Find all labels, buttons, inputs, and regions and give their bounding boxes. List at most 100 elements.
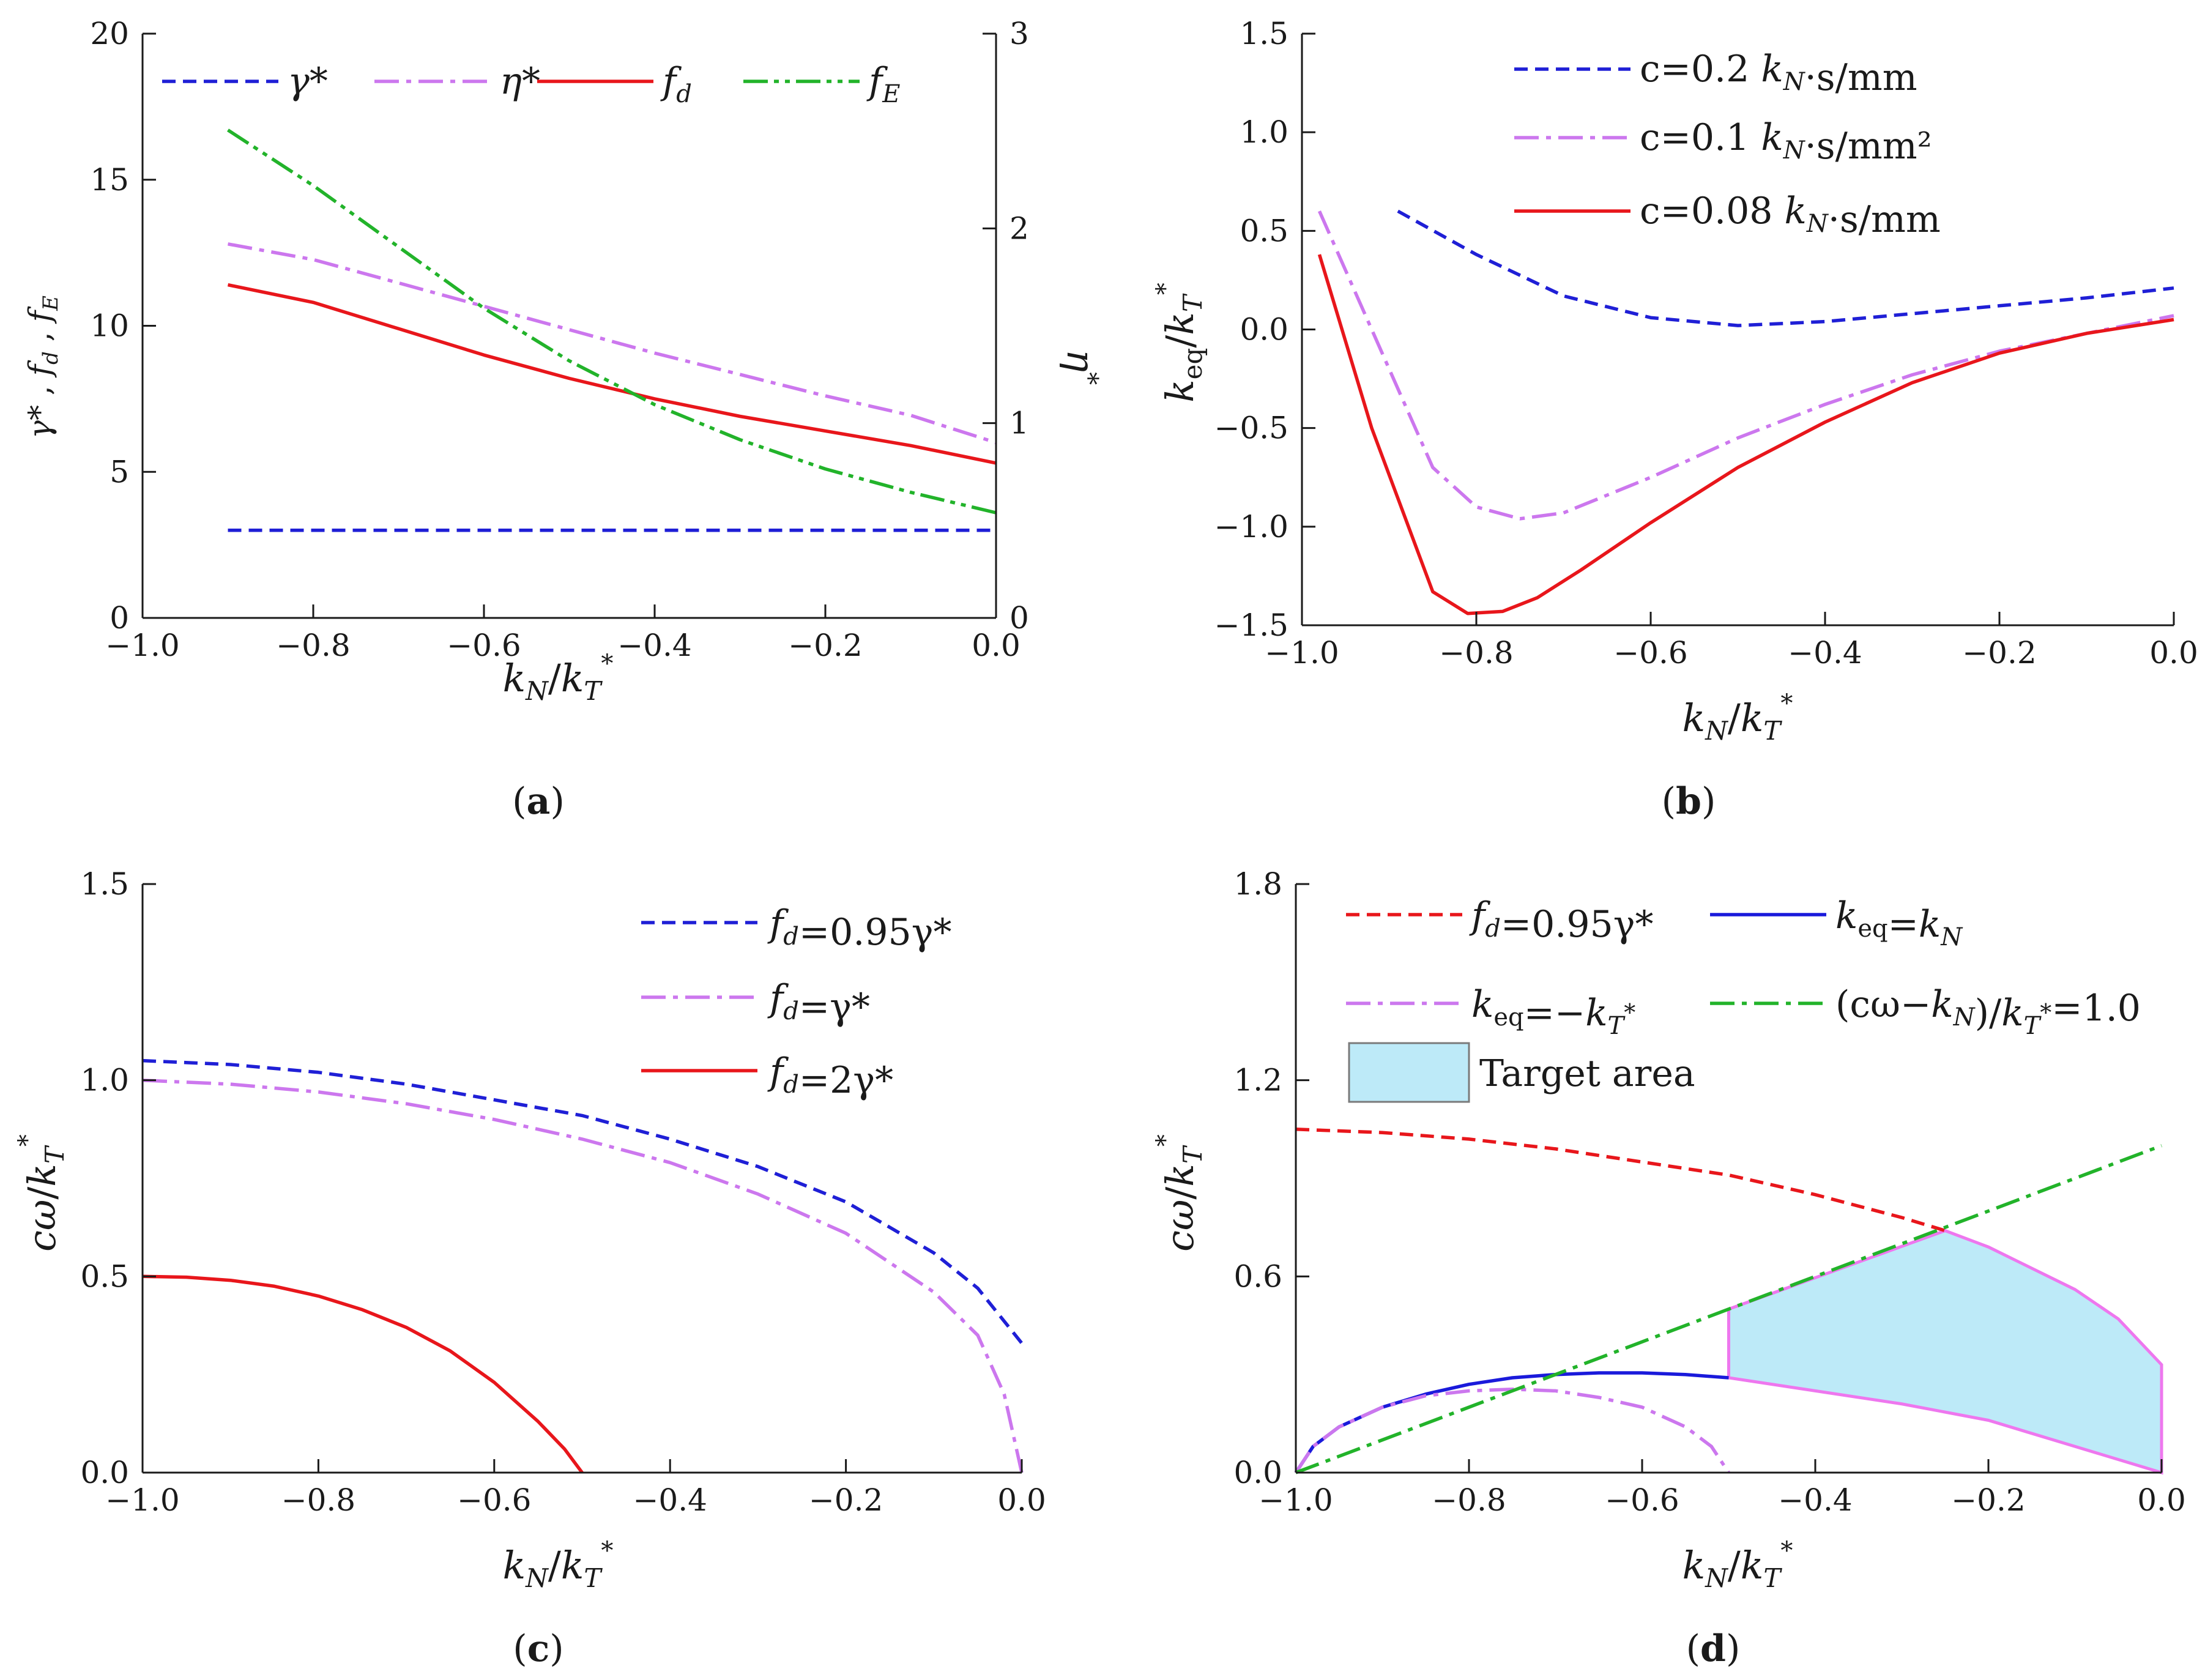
panel-d-ylabel: cω/kT* xyxy=(1151,1134,1208,1252)
chart-c-ytick-label-0: 0.0 xyxy=(80,1455,129,1490)
chart-b-ytick-label-3: 0.0 xyxy=(1240,312,1288,348)
chart-c-ytick-label-3: 1.5 xyxy=(80,866,129,902)
chart-c-series-1 xyxy=(142,1078,1024,1473)
chart-a-series-2 xyxy=(227,283,997,465)
chart-a-y2tick-label-3: 3 xyxy=(1010,16,1029,51)
panel-c-xlabel: kN/kT* xyxy=(503,1537,614,1593)
chart-a-legend-label-0: γ* xyxy=(288,60,328,103)
panel-b-caption-letter: b xyxy=(1676,780,1701,823)
chart-d-ytick-label-3: 1.8 xyxy=(1233,866,1282,902)
chart-c-xtick-label-2: −0.6 xyxy=(457,1482,531,1518)
chart-d-target-area xyxy=(1727,1228,2163,1475)
chart-b-xtick-label-0: −1.0 xyxy=(1265,635,1339,671)
chart-b-ytick-label-1: −1.0 xyxy=(1214,509,1288,545)
chart-d-legend-swatch-area xyxy=(1348,1042,1470,1103)
chart-d-legend-label-0: fd=0.95γ* xyxy=(1469,894,1654,946)
chart-b-legend-label-1: c=0.1 kN·s/mm² xyxy=(1640,116,1932,168)
chart-c-ytick-label-2: 1.0 xyxy=(80,1063,129,1098)
chart-d-series-0 xyxy=(1295,1128,1946,1233)
chart-a-series-1 xyxy=(228,242,997,445)
chart-b: −1.0 −0.8 −0.6 −0.4 −0.2 0.0−1.5−1.0−0.50.00.… xyxy=(1214,16,2198,671)
chart-d-xtick-label-1: −0.8 xyxy=(1432,1482,1506,1518)
chart-a-xtick-label-0: −1.0 xyxy=(105,628,179,663)
panel-c-caption: (c) xyxy=(513,1627,563,1670)
chart-d-xtick-label-3: −0.4 xyxy=(1778,1482,1852,1518)
panel-a-ylabel-main: γ* , fd , fE xyxy=(22,295,63,439)
panel-d-caption: (d) xyxy=(1686,1627,1741,1670)
chart-d-ytick-label-0: 0.0 xyxy=(1233,1455,1282,1490)
chart-c-xtick-label-5: 0.0 xyxy=(997,1482,1046,1518)
chart-a-ytick-label-0: 0 xyxy=(110,600,129,636)
chart-a-xtick-label-1: −0.8 xyxy=(276,628,350,663)
chart-d-ytick-label-2: 1.2 xyxy=(1233,1063,1282,1098)
panel-d-xlabel: kN/kT* xyxy=(1683,1537,1793,1593)
chart-a-y2tick-label-1: 1 xyxy=(1010,406,1029,441)
chart-a-ytick-label-2: 10 xyxy=(90,308,129,344)
chart-b-xtick-label-3: −0.4 xyxy=(1788,635,1862,671)
chart-c-series-2 xyxy=(142,1274,584,1474)
chart-b-ytick-label-6: 1.5 xyxy=(1240,16,1288,51)
chart-c-xtick-label-0: −1.0 xyxy=(105,1482,179,1518)
chart-b-legend-label-2: c=0.08 kN·s/mm xyxy=(1640,190,1941,241)
chart-a-legend: γ* η* fd fE xyxy=(162,60,900,108)
plot-layer: −1.0 −0.8 −0.6 −0.4 −0.2 0.0051015200123−1.0−… xyxy=(80,16,2198,1518)
chart-d-legend: fd=0.95γ* keq=kN keq=−kT* (cω−kN)/kT*=1.0 Ta… xyxy=(1346,894,2141,1103)
chart-c-xtick-label-1: −0.8 xyxy=(281,1482,355,1518)
chart-a-xtick-label-2: −0.6 xyxy=(447,628,521,663)
chart-d-xtick-label-2: −0.6 xyxy=(1605,1482,1679,1518)
panel-a-caption-letter: a xyxy=(527,780,551,823)
chart-b-ytick-label-0: −1.5 xyxy=(1214,608,1288,643)
chart-d-series-2 xyxy=(1294,1387,1730,1474)
chart-c-legend: fd=0.95γ* fd=γ* fd=2γ* xyxy=(641,902,952,1102)
chart-b-ytick-label-5: 1.0 xyxy=(1240,114,1288,150)
chart-a-ytick-label-3: 15 xyxy=(90,162,129,198)
chart-a-legend-label-1: η* xyxy=(500,60,540,103)
panel-d: cω/kT* kN/kT* (d) xyxy=(1151,1134,1793,1670)
chart-b-series-1 xyxy=(1317,210,2174,521)
chart-b-ytick-label-4: 0.5 xyxy=(1240,213,1288,248)
chart-d: −1.0 −0.8 −0.6 −0.4 −0.2 0.0 0.0 0.6 1.2 1.8 xyxy=(1233,866,2185,1518)
panel-b-ylabel: keq/kT* xyxy=(1151,283,1208,403)
chart-a-series-3 xyxy=(227,128,997,515)
panel-c-ylabel: cω/kT* xyxy=(13,1134,70,1252)
chart-a-legend-label-3: fE xyxy=(866,60,900,108)
panel-c: cω/kT* kN/kT* (c) xyxy=(13,1134,613,1670)
chart-b-xtick-label-1: −0.8 xyxy=(1439,635,1513,671)
chart-b-legend: c=0.2 kN·s/mm c=0.1 kN·s/mm² c=0.08 kN·s/m… xyxy=(1514,48,1941,241)
chart-d-series-3 xyxy=(1295,1144,2162,1474)
panel-a: γ* , fd , fE η* kN/kT* (a) xyxy=(22,295,1104,823)
chart-d-xtick-label-5: 0.0 xyxy=(2137,1482,2186,1518)
chart-a-y2tick-label-0: 0 xyxy=(1010,600,1029,636)
chart-a-xtick-label-3: −0.4 xyxy=(617,628,691,663)
panel-c-caption-letter: c xyxy=(527,1627,550,1670)
chart-c: −1.0 −0.8 −0.6 −0.4 −0.2 0.0 0.0 0.5 1.0 1.5 xyxy=(80,866,1046,1518)
chart-d-legend-label-area: Target area xyxy=(1479,1052,1695,1095)
chart-c-legend-label-0: fd=0.95γ* xyxy=(767,902,952,954)
chart-a-y2tick-label-2: 2 xyxy=(1010,210,1029,246)
chart-a-xtick-label-4: −0.2 xyxy=(788,628,862,663)
chart-c-ytick-label-1: 0.5 xyxy=(80,1258,129,1294)
panel-d-caption-letter: d xyxy=(1700,1627,1726,1670)
chart-a-xtick-label-5: 0.0 xyxy=(972,628,1021,663)
chart-d-legend-label-2: keq=−kT* xyxy=(1471,983,1635,1040)
chart-b-xtick-label-5: 0.0 xyxy=(2149,635,2198,671)
chart-c-xtick-label-4: −0.2 xyxy=(809,1482,883,1518)
chart-b-legend-label-0: c=0.2 kN·s/mm xyxy=(1640,48,1917,99)
chart-c-series-0 xyxy=(142,1058,1024,1345)
chart-d-xtick-label-0: −1.0 xyxy=(1259,1482,1333,1518)
chart-a-legend-label-2: fd xyxy=(660,60,692,108)
chart-d-legend-label-3: (cω−kN)/kT*=1.0 xyxy=(1835,983,2141,1040)
chart-c-legend-label-2: fd=2γ* xyxy=(767,1050,893,1102)
chart-a-ytick-label-1: 5 xyxy=(110,454,129,489)
panel-b-xlabel: kN/kT* xyxy=(1683,689,1793,746)
panel-b: keq/kT* kN/kT* (b) xyxy=(1151,283,1793,823)
chart-c-xtick-label-3: −0.4 xyxy=(633,1482,707,1518)
chart-b-ytick-label-2: −0.5 xyxy=(1214,411,1288,446)
chart-b-xtick-label-2: −0.6 xyxy=(1613,635,1687,671)
panel-a-caption: (a) xyxy=(512,780,565,823)
panel-b-caption: (b) xyxy=(1662,780,1716,823)
chart-b-series-2 xyxy=(1317,254,2174,615)
chart-b-xtick-label-4: −0.2 xyxy=(1962,635,2036,671)
